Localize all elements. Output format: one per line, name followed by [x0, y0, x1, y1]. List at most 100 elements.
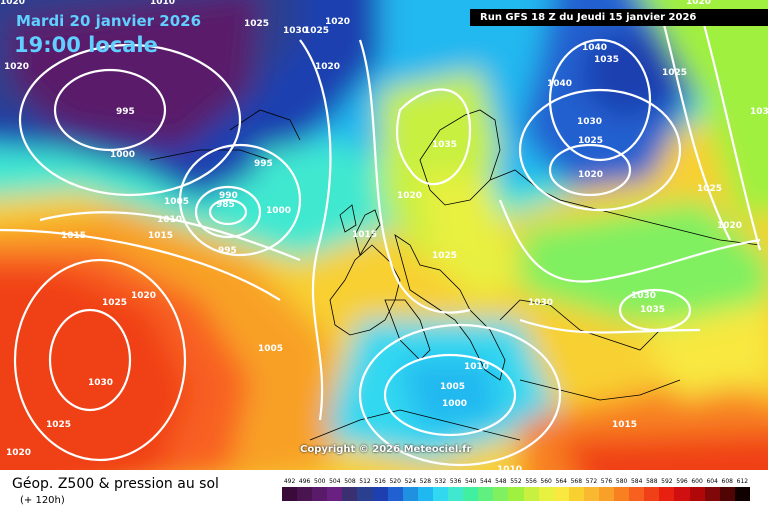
scale-value-label: 568: [570, 478, 583, 485]
scale-value-label: 604: [706, 478, 718, 485]
scale-color-swatch: [568, 487, 584, 501]
isobar-label: 1020: [6, 448, 31, 458]
copyright-notice: Copyright © 2026 Meteociel.fr: [300, 444, 472, 455]
color-scale-legend: 492 496 500 504 508 512 516 520 524 528 532 536 540 5…: [282, 478, 750, 501]
scale-color-swatch: [463, 487, 479, 501]
forecast-map-svg: 1010 1020 1025 1020 1020 1020 1025 1040 …: [0, 0, 768, 470]
isobar-label: 1030: [577, 117, 602, 127]
scale-color-swatch: [629, 487, 645, 501]
isobar-label: 1030: [88, 378, 113, 388]
scale-value-label: 556: [525, 478, 537, 485]
scale-value-label: 580: [615, 478, 628, 485]
isobar-label: 1025: [662, 68, 687, 78]
isobar-label: 1020: [4, 62, 29, 72]
isobar-label: 1010: [497, 465, 522, 470]
scale-value-label: 588: [646, 478, 658, 485]
scale-value-label: 600: [691, 478, 703, 485]
scale-color-swatch: [387, 487, 403, 501]
isobar-label: 1025: [304, 26, 329, 36]
isobar-label: 1025: [244, 19, 269, 29]
scale-value-label: 512: [359, 478, 371, 485]
forecast-offset: (+ 120h): [20, 495, 65, 506]
scale-color-swatch: [553, 487, 569, 501]
scale-value-label: 492: [283, 478, 296, 485]
scale-value-label: 544: [480, 478, 492, 485]
scale-value-label: 540: [464, 478, 477, 485]
scale-value-label: 560: [540, 478, 552, 485]
color-scale-bar: [282, 487, 750, 501]
isobar-label: 1020: [131, 291, 156, 301]
isobar-label: 1040: [582, 43, 607, 53]
scale-value-label: 576: [600, 478, 613, 485]
scale-value-label: 516: [374, 478, 386, 485]
isobar-label: 1020: [717, 221, 742, 231]
scale-color-swatch: [448, 487, 464, 501]
isobar-label: 1010: [464, 362, 489, 372]
scale-value-label: 596: [676, 478, 688, 485]
isobar-label: 1000: [266, 206, 291, 216]
isobar-label: 1025: [697, 184, 722, 194]
scale-value-label: 532: [434, 478, 447, 485]
isobar-label: 1000: [110, 150, 135, 160]
scale-color-swatch: [282, 487, 298, 501]
scale-color-swatch: [297, 487, 313, 501]
scale-color-swatch: [719, 487, 735, 501]
scale-color-swatch: [312, 487, 328, 501]
isobar-lines: [0, 9, 762, 467]
isobar-labels: 1010 1020 1025 1020 1020 1020 1025 1040 …: [0, 0, 768, 470]
scale-color-swatch: [493, 487, 509, 501]
isobar-label: 1015: [612, 420, 637, 430]
scale-color-swatch: [372, 487, 388, 501]
scale-value-label: 508: [344, 478, 356, 485]
scale-color-swatch: [523, 487, 539, 501]
scale-value-label: 496: [298, 478, 311, 485]
scale-color-swatch: [508, 487, 524, 501]
scale-color-swatch: [538, 487, 554, 501]
isobar-label: 1015: [352, 230, 377, 240]
isobar-label: 995: [116, 107, 135, 117]
scale-value-label: 524: [404, 478, 417, 485]
scale-color-swatch: [402, 487, 418, 501]
isobar-label: 1015: [61, 231, 86, 241]
forecast-time: 19:00 locale: [14, 33, 158, 57]
isobar-label: 995: [254, 159, 273, 169]
scale-value-label: 520: [389, 478, 401, 485]
map-footer: Géop. Z500 & pression au sol (+ 120h) 49…: [0, 470, 768, 512]
scale-value-label: 536: [449, 478, 462, 485]
scale-color-swatch: [417, 487, 433, 501]
scale-value-label: 552: [510, 478, 522, 485]
isobar-label: 1005: [440, 382, 465, 392]
scale-value-label: 584: [630, 478, 643, 485]
scale-value-label: 548: [495, 478, 507, 485]
isobar-label: 1025: [578, 136, 603, 146]
isobar-label: 1010: [157, 215, 182, 225]
scale-value-label: 500: [314, 478, 326, 485]
isobar-label: 1015: [148, 231, 173, 241]
isobar-label: 1025: [46, 420, 71, 430]
scale-color-swatch: [734, 487, 750, 501]
scale-value-label: 612: [736, 478, 749, 485]
isobar-label: 985: [216, 200, 235, 210]
scale-value-label: 564: [555, 478, 567, 485]
scale-color-swatch: [659, 487, 675, 501]
scale-value-label: 528: [419, 478, 432, 485]
model-run-banner: Run GFS 18 Z du Jeudi 15 janvier 2026: [470, 9, 768, 26]
scale-color-swatch: [583, 487, 599, 501]
isobar-label: 1030: [283, 26, 308, 36]
scale-color-swatch: [689, 487, 705, 501]
isobar-label: 995: [218, 246, 237, 256]
scale-color-swatch: [478, 487, 494, 501]
scale-value-label: 504: [329, 478, 341, 485]
isobar-label: 1010: [150, 0, 175, 7]
scale-color-swatch: [674, 487, 690, 501]
isobar-label: 1020: [578, 170, 603, 180]
isobar-label: 1005: [258, 344, 283, 354]
isobar-label: 1025: [102, 298, 127, 308]
scale-color-swatch: [432, 487, 449, 501]
isobar-label: 1035: [640, 305, 665, 315]
scale-value-label: 592: [661, 478, 673, 485]
isobar-label: 1025: [432, 251, 457, 261]
isobar-label: 1000: [442, 399, 467, 409]
scale-color-swatch: [357, 487, 373, 501]
isobar-label: 1005: [164, 197, 189, 207]
